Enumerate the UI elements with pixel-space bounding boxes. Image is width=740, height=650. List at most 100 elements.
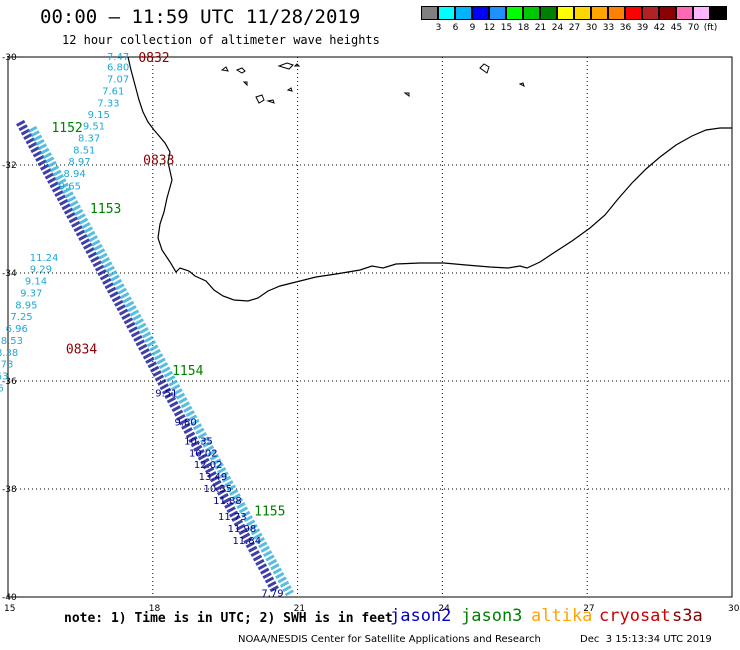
swh-value-east: 12.02 [194, 460, 223, 471]
legend-swatch [574, 6, 591, 20]
lat-tick-label: -34 [2, 269, 17, 279]
timestamp-text: Dec 3 15:13:34 UTC 2019 [580, 634, 712, 645]
swh-value-east: 10.02 [189, 448, 218, 459]
lon-tick-label: 18 [149, 604, 161, 614]
lon-tick-label: 24 [438, 604, 450, 614]
pass-time-label: 0833 [143, 154, 174, 169]
legend-swatch [455, 6, 472, 20]
lat-lon-grid [8, 57, 732, 597]
islands [220, 62, 525, 104]
legend-label: 21 [534, 23, 547, 33]
swh-value-west: 8.51 [73, 145, 95, 156]
lat-tick-label: -38 [2, 485, 17, 495]
jason2-track-band [16, 119, 279, 593]
swh-value-east: 11.98 [228, 524, 257, 535]
map-title: 00:00 — 11:59 UTC 11/28/2019 [40, 6, 361, 28]
legend-swatch [625, 6, 642, 20]
note-text: note: 1) Time is in UTC; 2) SWH is in fe… [64, 611, 393, 626]
pass-time-label: 1153 [90, 202, 121, 217]
swh-value-west: 8.97 [68, 157, 90, 168]
legend-label: 18 [517, 23, 530, 33]
legend-label: (ft) [703, 23, 718, 33]
legend-swatch [540, 6, 557, 20]
swh-value-west: 7.61 [102, 86, 124, 97]
map-frame [7, 56, 733, 598]
swh-value-east: 11.88 [213, 496, 242, 507]
pass-time-label: 1155 [254, 505, 285, 520]
swh-value-east: 7.79 [261, 589, 283, 600]
swh-value-west: 9.29 [30, 265, 52, 276]
swh-value-east: 9.51 [155, 388, 177, 399]
swh-value-west: 8.73 [0, 360, 13, 371]
pass-time-label: 1152 [51, 121, 82, 136]
lat-tick-label: -30 [2, 53, 17, 63]
swh-value-west: 7.25 [10, 312, 32, 323]
legend-swatch [523, 6, 540, 20]
legend-label: 3 [435, 23, 442, 33]
lon-tick-label: 27 [583, 604, 594, 614]
swh-value-west: 8.94 [64, 169, 86, 180]
lat-tick-label: -36 [2, 377, 17, 387]
swh-value-east: 13.49 [199, 472, 228, 483]
swh-value-east: 11.73 [218, 512, 247, 523]
legend-swatch [438, 6, 455, 20]
legend-swatch [489, 6, 506, 20]
swh-value-west: 6.80 [107, 63, 129, 74]
swh-value-west: 9.14 [25, 277, 47, 288]
swh-value-west: 6.96 [6, 324, 28, 335]
legend-swatch [693, 6, 710, 20]
legend-label: 9 [469, 23, 476, 33]
legend-label: 36 [619, 23, 632, 33]
satellite-jason2: jason2 [390, 606, 452, 626]
satellite-altika: altika [531, 606, 593, 626]
swh-value-west: 7.53 [0, 372, 9, 383]
credit-text: NOAA/NESDIS Center for Satellite Applica… [238, 634, 541, 645]
legend-swatch [659, 6, 676, 20]
legend-label: 6 [452, 23, 459, 33]
pass-time-label: 0834 [66, 343, 97, 358]
satellite-jason3: jason3 [461, 606, 523, 626]
legend-swatch [506, 6, 523, 20]
legend-label: 27 [568, 23, 581, 33]
swh-value-west: 11.24 [30, 253, 59, 264]
swh-value-west: 8.53 [1, 336, 23, 347]
altimeter-tracks: 7.476.807.077.617.339.159.518.378.518.97… [0, 52, 294, 600]
legend-label: 70 [687, 23, 700, 33]
swh-value-west: 9.15 [88, 110, 110, 121]
legend-swatch [710, 6, 727, 20]
swh-value-east: 11.84 [232, 536, 261, 547]
legend-swatch [676, 6, 693, 20]
swh-value-west: 8.37 [78, 133, 100, 144]
legend-swatch [421, 6, 438, 20]
satellite-cryosat: cryosat [599, 606, 671, 626]
legend-label: 45 [670, 23, 683, 33]
swh-value-east: 9.80 [175, 418, 197, 429]
legend-swatch [472, 6, 489, 20]
swh-value-west: 8.95 [15, 300, 37, 311]
legend-swatch [608, 6, 625, 20]
swh-value-east: 10.35 [203, 484, 232, 495]
swh-value-west: 7.47 [107, 52, 129, 63]
swh-value-west: 9.65 [59, 182, 81, 193]
swh-value-east: 10.35 [184, 436, 213, 447]
swh-value-west: 9.37 [20, 288, 42, 299]
swh-value-west: 9.51 [83, 122, 105, 133]
legend-label: 39 [636, 23, 649, 33]
swh-value-west: 7.33 [97, 98, 119, 109]
swh-value-west: 7.07 [107, 75, 129, 86]
jason3-track-band [28, 125, 294, 597]
lon-tick-label: 21 [294, 604, 305, 614]
legend-label: 30 [585, 23, 598, 33]
legend-label: 12 [483, 23, 496, 33]
lon-tick-label: 15 [4, 604, 15, 614]
pass-time-label: 1154 [172, 364, 203, 379]
pass-time-labels: 0832 0833 0834 1152 1153 1154 1155 [51, 51, 285, 520]
map-subtitle: 12 hour collection of altimeter wave hei… [62, 33, 380, 47]
legend-swatch [557, 6, 574, 20]
legend-label: 42 [653, 23, 666, 33]
satellite-s3a: s3a [672, 606, 703, 626]
lat-tick-label: -40 [2, 593, 17, 603]
legend-label: 33 [602, 23, 615, 33]
